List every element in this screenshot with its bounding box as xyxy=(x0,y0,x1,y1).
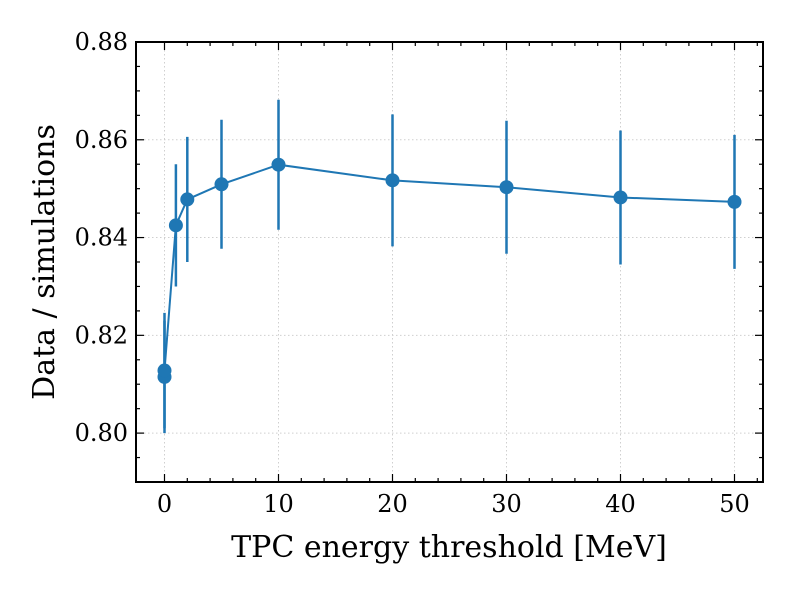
ticks: 0 10 20 30 40 50 0.80 0.82 0.84 0.86 0.88 xyxy=(75,28,763,518)
x-tick-label: 50 xyxy=(719,490,750,518)
y-tick-label: 0.80 xyxy=(75,419,128,447)
x-tick-label: 10 xyxy=(263,490,294,518)
x-axis-label: TPC energy threshold [MeV] xyxy=(231,530,667,565)
y-tick-label: 0.84 xyxy=(75,224,128,252)
x-tick-label: 40 xyxy=(605,490,636,518)
y-tick-label: 0.86 xyxy=(75,126,128,154)
y-tick-label: 0.82 xyxy=(75,321,128,349)
y-axis-label: Data / simulations xyxy=(27,124,62,400)
x-tick-label: 0 xyxy=(157,490,172,518)
data-point xyxy=(385,173,400,188)
data-point xyxy=(499,180,514,195)
data-point xyxy=(180,192,195,207)
y-tick-label: 0.88 xyxy=(75,28,128,56)
plot-frame xyxy=(135,41,764,483)
x-tick-label: 20 xyxy=(377,490,408,518)
grid xyxy=(136,41,763,482)
data-point xyxy=(214,177,229,192)
x-tick-label: 30 xyxy=(491,490,522,518)
data-point xyxy=(168,218,183,233)
data-point xyxy=(727,194,742,209)
series-line xyxy=(163,163,735,377)
series-layer xyxy=(157,99,742,434)
data-point xyxy=(271,157,286,172)
data-point xyxy=(613,190,628,205)
data-point xyxy=(157,363,172,378)
